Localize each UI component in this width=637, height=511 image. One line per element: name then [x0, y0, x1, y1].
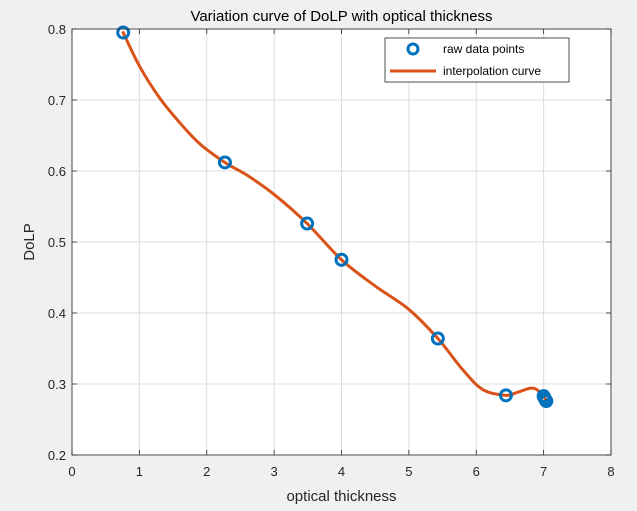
y-tick-label: 0.3	[48, 377, 66, 392]
y-tick-label: 0.5	[48, 235, 66, 250]
x-axis-label: optical thickness	[286, 488, 396, 505]
series-line-interpolation-curve	[121, 31, 548, 403]
data-point	[116, 25, 131, 40]
data-point	[217, 155, 232, 170]
data-point	[539, 394, 554, 409]
x-tick-label: 8	[607, 464, 614, 479]
x-tick-label: 7	[540, 464, 547, 479]
x-tick-label: 3	[271, 464, 278, 479]
data-point	[334, 252, 349, 267]
x-tick-label: 2	[203, 464, 210, 479]
legend-marker-raw-data	[406, 42, 420, 56]
y-axis-label: DoLP	[21, 223, 38, 261]
legend-label-raw-data: raw data points	[443, 42, 524, 56]
x-tick-label: 6	[473, 464, 480, 479]
data-point	[300, 216, 315, 231]
plot-border	[71, 28, 612, 456]
chart-title: Variation curve of DoLP with optical thi…	[190, 8, 492, 25]
y-tick-label: 0.4	[48, 306, 66, 321]
y-tick-label: 0.8	[48, 22, 66, 37]
legend-box	[384, 37, 570, 83]
x-tick-label: 4	[338, 464, 345, 479]
y-tick-label: 0.7	[48, 93, 66, 108]
legend: raw data points interpolation curve	[384, 37, 570, 83]
y-axis-ticks: 0.2 0.3 0.4 0.5 0.6 0.7 0.8	[48, 22, 611, 463]
legend-label-interpolation: interpolation curve	[443, 64, 541, 78]
x-tick-label: 5	[405, 464, 412, 479]
y-tick-label: 0.6	[48, 164, 66, 179]
data-point	[430, 331, 445, 346]
x-tick-label: 1	[136, 464, 143, 479]
y-tick-label: 0.2	[48, 448, 66, 463]
x-tick-label: 0	[68, 464, 75, 479]
data-point	[498, 388, 513, 403]
series-layer	[116, 25, 554, 409]
